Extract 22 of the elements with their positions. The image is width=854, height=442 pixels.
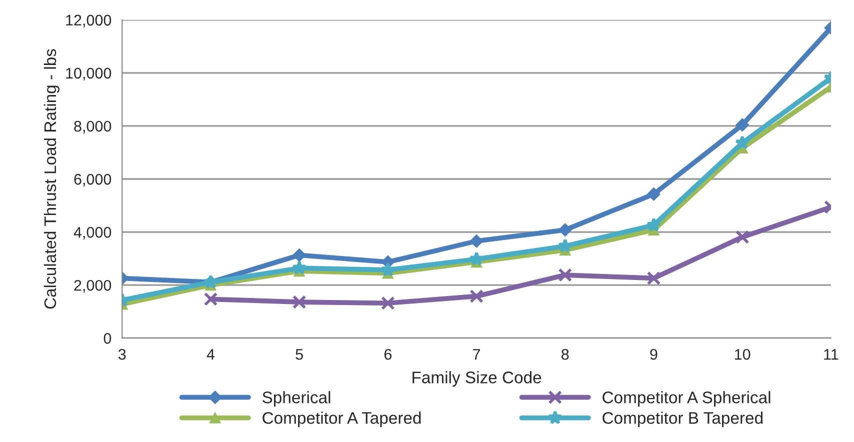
y-tick-label: 0: [104, 333, 112, 344]
legend-label: Competitor B Tapered: [602, 412, 762, 428]
x-tick-label: 4: [206, 349, 215, 360]
x-tick-label: 6: [384, 348, 392, 360]
x-tick-label: 8: [562, 348, 569, 360]
y-tick-label: 6,000: [74, 174, 112, 186]
x-tick-label: 7: [473, 349, 480, 360]
legend-label: Competitor A Spherical: [602, 391, 770, 407]
legend-label: Competitor A Tapered: [262, 412, 421, 428]
legend-label: Spherical: [262, 391, 330, 407]
y-axis-title: Calculated Thrust Load Rating - lbs: [44, 49, 60, 309]
x-tick-label: 10: [735, 348, 750, 360]
x-tick-label: 9: [650, 348, 658, 360]
y-tick-label: 10,000: [66, 68, 112, 80]
x-tick-label: 11: [824, 349, 838, 360]
x-tick-label: 5: [296, 349, 303, 360]
x-tick-label: 3: [118, 348, 126, 360]
y-tick-label: 2,000: [74, 280, 112, 293]
y-tick-label: 12,000: [66, 14, 112, 28]
x-axis-title: Family Size Code: [412, 371, 542, 387]
y-tick-label: 8,000: [74, 120, 112, 134]
y-tick-label: 4,000: [74, 226, 112, 240]
